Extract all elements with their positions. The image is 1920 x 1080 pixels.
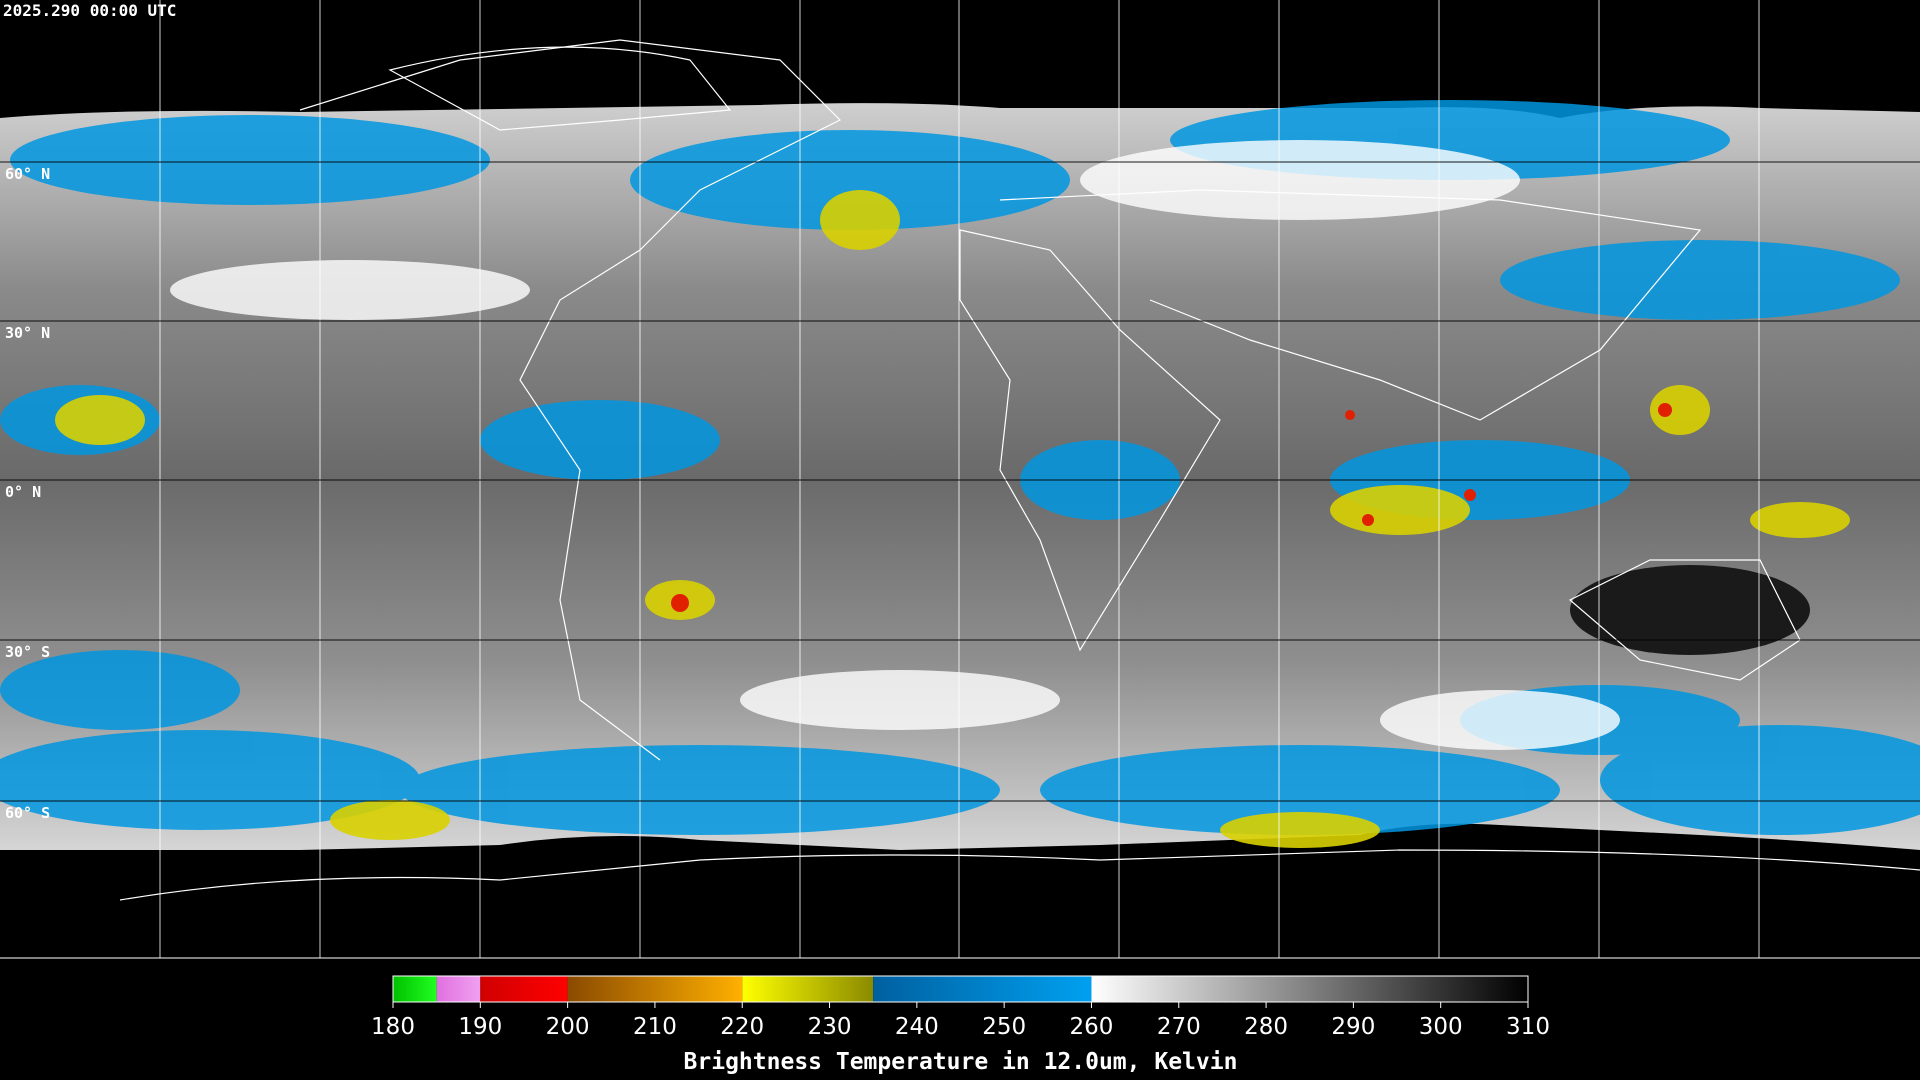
colorbar-tick-label: 190 <box>458 1014 502 1040</box>
colorbar-frame <box>392 975 1529 1003</box>
colorbar-tick-label: 180 <box>371 1014 415 1040</box>
colorbar: 180 190 200 210 220 230 240 250 260 270 280 290 300 3… <box>371 975 1550 1075</box>
colorbar-tick-label: 270 <box>1157 1014 1201 1040</box>
colorbar-segment <box>742 976 874 1002</box>
timestamp: 2025.290 00:00 UTC <box>3 1 176 20</box>
colorbar-tick-label: 260 <box>1070 1014 1114 1040</box>
colorbar-tick-label: 290 <box>1331 1014 1375 1040</box>
latitude-label: 30° S <box>5 643 50 661</box>
colorbar-tick-label: 220 <box>720 1014 764 1040</box>
colorbar-tick-label: 230 <box>808 1014 852 1040</box>
colorbar-label: Brightness Temperature in 12.0um, Kelvin <box>684 1049 1238 1075</box>
colorbar-segment <box>567 976 743 1002</box>
colorbar-segment <box>1091 976 1528 1002</box>
colorbar-tick-label: 310 <box>1506 1014 1550 1040</box>
colorbar-segment <box>480 976 568 1002</box>
latitude-label: 60° S <box>5 804 50 822</box>
colorbar-segment <box>873 976 1092 1002</box>
satellite-imagery <box>0 100 1920 851</box>
graticule <box>159 0 1760 958</box>
colorbar-tick-label: 300 <box>1419 1014 1463 1040</box>
colorbar-tick-label: 250 <box>982 1014 1026 1040</box>
colorbar-segment <box>393 976 437 1002</box>
colorbar-tick-label: 210 <box>633 1014 677 1040</box>
colorbar-tick-label: 200 <box>546 1014 590 1040</box>
colorbar-tick-label: 240 <box>895 1014 939 1040</box>
latitude-label: 60° N <box>5 165 50 183</box>
latitude-label: 0° N <box>5 483 41 501</box>
colorbar-tick-label: 280 <box>1244 1014 1288 1040</box>
latitude-label: 30° N <box>5 324 50 342</box>
colorbar-segment <box>436 976 481 1002</box>
